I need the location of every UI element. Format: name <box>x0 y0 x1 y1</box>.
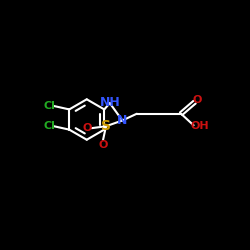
Text: Cl: Cl <box>43 121 55 131</box>
Text: S: S <box>101 119 111 133</box>
Text: O: O <box>99 140 108 149</box>
Text: O: O <box>193 95 202 105</box>
Text: OH: OH <box>190 121 209 131</box>
Text: O: O <box>83 123 92 133</box>
Text: NH: NH <box>100 96 120 109</box>
Text: Cl: Cl <box>43 101 55 111</box>
Text: N: N <box>117 114 128 127</box>
